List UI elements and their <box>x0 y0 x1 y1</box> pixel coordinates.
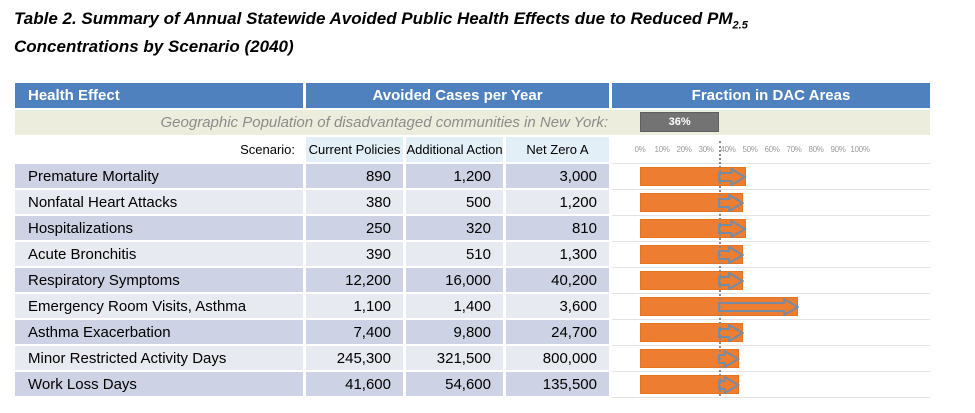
dac-fraction-chart-cell <box>612 268 930 294</box>
avoided-cases-value: 1,200 <box>506 190 609 216</box>
column-header-health-effect: Health Effect <box>15 83 303 110</box>
scenario-row: Scenario: Current Policies Additional Ac… <box>15 137 930 164</box>
geo-population-row: Geographic Population of disadvantaged c… <box>15 110 930 137</box>
axis-tick-label: 90% <box>830 145 846 154</box>
table-row: Minor Restricted Activity Days 245,300 321… <box>15 346 930 372</box>
table-rows: Premature Mortality 890 1,200 3,000 Nonfatal… <box>15 164 930 398</box>
table-row: Emergency Room Visits, Asthma 1,100 1,400 3… <box>15 294 930 320</box>
avoided-cases-value: 1,100 <box>306 294 403 320</box>
health-effect-label: Asthma Exacerbation <box>15 320 303 346</box>
table-row: Respiratory Symptoms 12,200 16,000 40,200 <box>15 268 930 294</box>
scenario-net-zero-a: Net Zero A <box>506 137 609 162</box>
avoided-cases-value: 12,200 <box>306 268 403 294</box>
column-header-fraction-dac: Fraction in DAC Areas <box>612 83 930 110</box>
avoided-cases-value: 135,500 <box>506 372 609 398</box>
increase-arrow-icon <box>718 168 747 186</box>
dac-fraction-chart-cell <box>612 164 930 190</box>
avoided-cases-value: 24,700 <box>506 320 609 346</box>
axis-tick-label: 80% <box>808 145 824 154</box>
increase-arrow-icon <box>718 194 745 212</box>
dac-baseline-badge: 36% <box>640 112 720 132</box>
table-row: Nonfatal Heart Attacks 380 500 1,200 <box>15 190 930 216</box>
avoided-cases-value: 16,000 <box>406 268 503 294</box>
axis-tick-label: 40% <box>720 145 736 154</box>
axis-tick-label: 60% <box>764 145 780 154</box>
avoided-cases-value: 7,400 <box>306 320 403 346</box>
health-effect-label: Premature Mortality <box>15 164 303 190</box>
dac-fraction-chart-cell <box>612 216 930 242</box>
health-effect-label: Respiratory Symptoms <box>15 268 303 294</box>
scenario-label: Scenario: <box>240 142 295 157</box>
health-effect-label: Work Loss Days <box>15 372 303 398</box>
health-effect-label: Emergency Room Visits, Asthma <box>15 294 303 320</box>
avoided-cases-value: 40,200 <box>506 268 609 294</box>
avoided-cases-value: 1,400 <box>406 294 503 320</box>
axis-tick-label: 50% <box>742 145 758 154</box>
title-line1: Table 2. Summary of Annual Statewide Avo… <box>14 9 733 28</box>
health-effect-label: Nonfatal Heart Attacks <box>15 190 303 216</box>
scenario-additional-action: Additional Action <box>406 137 503 162</box>
avoided-cases-value: 3,600 <box>506 294 609 320</box>
health-effect-label: Minor Restricted Activity Days <box>15 346 303 372</box>
increase-arrow-icon <box>718 376 740 394</box>
axis-tick-label: 10% <box>654 145 670 154</box>
avoided-cases-value: 9,800 <box>406 320 503 346</box>
increase-arrow-icon <box>718 298 800 316</box>
dac-fraction-chart-cell <box>612 346 930 372</box>
geo-chart-area: 36% <box>612 110 930 135</box>
avoided-cases-value: 500 <box>406 190 503 216</box>
avoided-cases-value: 3,000 <box>506 164 609 190</box>
table-header-row: Health Effect Avoided Cases per Year Fra… <box>15 83 930 110</box>
dac-fraction-chart-cell <box>612 190 930 216</box>
table-row: Asthma Exacerbation 7,400 9,800 24,700 <box>15 320 930 346</box>
increase-arrow-icon <box>718 324 745 342</box>
axis-tick-label: 70% <box>786 145 802 154</box>
axis-tick-label: 0% <box>634 145 646 154</box>
geo-population-label: Geographic Population of disadvantaged c… <box>160 114 609 131</box>
dac-fraction-chart-cell <box>612 242 930 268</box>
column-header-avoided-cases: Avoided Cases per Year <box>306 83 609 110</box>
avoided-cases-value: 1,200 <box>406 164 503 190</box>
dac-fraction-chart-cell <box>612 294 930 320</box>
title-subscript: 2.5 <box>732 19 748 32</box>
avoided-cases-value: 320 <box>406 216 503 242</box>
avoided-cases-value: 380 <box>306 190 403 216</box>
avoided-cases-value: 245,300 <box>306 346 403 372</box>
health-effect-label: Acute Bronchitis <box>15 242 303 268</box>
avoided-cases-value: 510 <box>406 242 503 268</box>
avoided-cases-value: 250 <box>306 216 403 242</box>
increase-arrow-icon <box>718 272 745 290</box>
avoided-cases-value: 54,600 <box>406 372 503 398</box>
axis-tick-label: 30% <box>698 145 714 154</box>
increase-arrow-icon <box>718 350 740 368</box>
increase-arrow-icon <box>718 246 745 264</box>
avoided-cases-value: 800,000 <box>506 346 609 372</box>
chart-axis: 0% 10% 20% 30% 40% 50% 60% 70% 80% 90% 100% <box>612 137 930 164</box>
avoided-cases-value: 1,300 <box>506 242 609 268</box>
health-effect-label: Hospitalizations <box>15 216 303 242</box>
baseline-dotted-line <box>719 141 722 396</box>
table-row: Premature Mortality 890 1,200 3,000 <box>15 164 930 190</box>
avoided-cases-value: 890 <box>306 164 403 190</box>
table-row: Work Loss Days 41,600 54,600 135,500 <box>15 372 930 398</box>
increase-arrow-icon <box>718 220 747 238</box>
title-line2: Concentrations by Scenario (2040) <box>14 37 294 57</box>
scenario-current-policies: Current Policies <box>306 137 403 162</box>
table-row: Hospitalizations 250 320 810 <box>15 216 930 242</box>
summary-table: Health Effect Avoided Cases per Year Fra… <box>15 83 930 398</box>
avoided-cases-value: 810 <box>506 216 609 242</box>
avoided-cases-value: 390 <box>306 242 403 268</box>
table-title: Table 2. Summary of Annual Statewide Avo… <box>14 6 959 61</box>
dac-fraction-chart-cell <box>612 320 930 346</box>
dac-fraction-chart-cell <box>612 372 930 398</box>
avoided-cases-value: 321,500 <box>406 346 503 372</box>
avoided-cases-value: 41,600 <box>306 372 403 398</box>
table-row: Acute Bronchitis 390 510 1,300 <box>15 242 930 268</box>
axis-tick-label: 100% <box>850 145 870 154</box>
axis-tick-label: 20% <box>676 145 692 154</box>
